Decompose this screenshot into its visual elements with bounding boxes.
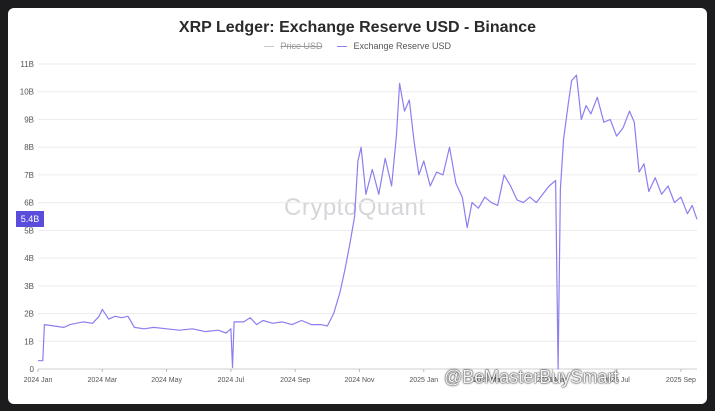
- y-tick-label: 9B: [24, 115, 34, 124]
- y-tick-label: 7B: [24, 171, 34, 180]
- x-tick-label: 2025 Mar: [473, 377, 503, 384]
- current-value-badge: 5.4B: [16, 211, 44, 227]
- y-tick-label: 8B: [24, 143, 34, 152]
- line-chart: 0 1B 2B 3B 4B 5B 6B 7B 8B 9B 10B 11B 2024 Jan 2024 Ma…: [20, 60, 698, 384]
- y-tick-label: 2B: [24, 310, 34, 319]
- chart-legend: Price USD Exchange Reserve USD: [8, 41, 707, 51]
- y-tick-label: 10B: [20, 88, 34, 97]
- x-tick-label: 2025 Jan: [409, 377, 438, 384]
- y-tick-label: 6B: [24, 199, 34, 208]
- chart-title: XRP Ledger: Exchange Reserve USD - Binan…: [178, 19, 537, 36]
- legend-swatch-price: [263, 46, 274, 48]
- legend-label-price: Price USD: [280, 41, 323, 51]
- y-tick-label: 3B: [24, 282, 34, 291]
- legend-swatch-reserve: [336, 46, 347, 48]
- y-tick-label: 1B: [24, 337, 34, 346]
- x-tick-label: 2024 Jul: [218, 377, 245, 384]
- y-tick-label: 4B: [24, 254, 34, 263]
- x-tick-label: 2024 Nov: [344, 377, 374, 384]
- x-tick-label: 2024 Jan: [24, 377, 53, 384]
- x-tick-label: 2024 Sep: [280, 377, 310, 384]
- x-tick-label: 2024 May: [151, 377, 182, 384]
- legend-item-reserve[interactable]: Exchange Reserve USD: [336, 41, 452, 51]
- x-tick-label: 2025 Jul: [603, 377, 630, 384]
- series-line-exchange-reserve: [38, 74, 698, 370]
- x-tick-label: 2025 May: [537, 377, 568, 384]
- y-tick-label: 0: [30, 365, 35, 374]
- legend-label-reserve: Exchange Reserve USD: [353, 41, 452, 51]
- y-tick-label: 5B: [24, 226, 34, 235]
- y-tick-label: 11B: [20, 60, 34, 69]
- legend-item-price[interactable]: Price USD: [263, 41, 323, 51]
- x-tick-label: 2025 Sep: [666, 377, 696, 384]
- credit-watermark: @BeMasterBuySmart: [444, 367, 619, 387]
- chart-card: XRP Ledger: Exchange Reserve USD - Binan…: [8, 8, 707, 404]
- x-tick-label: 2024 Mar: [88, 377, 118, 384]
